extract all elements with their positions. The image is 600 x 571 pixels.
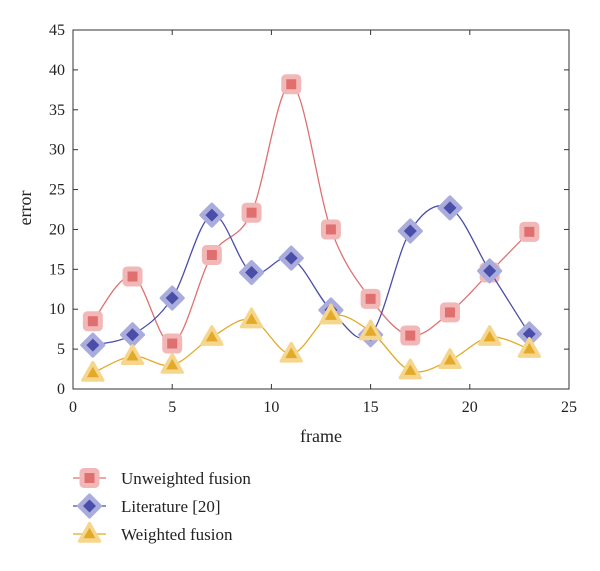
data-point [404, 364, 417, 375]
y-tick-label: 40 [49, 62, 65, 79]
data-point [443, 201, 457, 215]
data-point [365, 293, 376, 304]
plot-border [72, 29, 570, 390]
data-point [324, 309, 337, 320]
data-point [205, 330, 218, 342]
x-tick-label: 0 [69, 399, 77, 416]
data-point [522, 327, 536, 341]
data-point [165, 291, 179, 305]
data-point [285, 347, 298, 359]
data-point [403, 224, 417, 238]
legend-label: Unweighted fusion [121, 469, 251, 488]
y-axis-ticks: 0 5 10 15 20 25 30 35 40 45 [49, 22, 569, 398]
x-axis-title: frame [300, 426, 342, 446]
data-point [325, 224, 336, 235]
y-tick-label: 25 [49, 182, 65, 199]
legend-marker [83, 499, 96, 513]
x-tick-label: 25 [561, 399, 577, 416]
legend-marker [83, 527, 96, 539]
series-layer [80, 74, 542, 382]
data-point [87, 316, 98, 327]
y-tick-label: 20 [49, 221, 65, 238]
x-tick-label: 20 [462, 399, 478, 416]
data-point [205, 208, 219, 222]
series-1 [82, 74, 540, 354]
series-line [92, 83, 530, 345]
data-point [167, 338, 178, 349]
data-point [127, 271, 138, 282]
y-tick-label: 30 [49, 142, 65, 159]
data-point [166, 358, 179, 370]
legend-marker [84, 473, 95, 483]
data-point [246, 207, 257, 218]
series-3 [81, 303, 542, 382]
data-point [483, 264, 497, 278]
legend-label: Weighted fusion [121, 525, 233, 544]
data-point [483, 330, 496, 342]
plot-frame [72, 29, 570, 390]
data-point [86, 366, 99, 378]
series-line [92, 205, 530, 346]
data-point [126, 328, 140, 342]
data-point [245, 313, 258, 324]
y-tick-label: 45 [49, 22, 65, 39]
legend-item: Unweighted fusion [73, 468, 251, 488]
data-point [245, 266, 259, 280]
y-axis-title: error [15, 191, 35, 226]
y-tick-label: 10 [49, 301, 65, 318]
legend-label: Literature [20] [121, 497, 221, 516]
data-point [126, 350, 139, 361]
y-tick-label: 5 [57, 341, 65, 358]
y-tick-label: 15 [49, 261, 65, 278]
data-point [444, 307, 455, 318]
data-point [523, 342, 536, 354]
data-point [86, 338, 100, 352]
data-point [286, 79, 297, 90]
series-2 [80, 195, 542, 358]
x-axis-ticks: 0 5 10 15 20 25 [69, 30, 577, 416]
legend-item: Literature [20] [73, 493, 221, 519]
y-tick-label: 35 [49, 102, 65, 119]
y-tick-label: 0 [57, 381, 65, 398]
data-point [284, 251, 298, 265]
legend: Unweighted fusion Literature [20] Weighted… [73, 468, 251, 544]
data-point [405, 330, 416, 341]
legend-item: Weighted fusion [73, 521, 233, 544]
x-tick-label: 10 [263, 399, 279, 416]
series-line [92, 314, 530, 374]
data-point [206, 249, 217, 260]
x-tick-label: 15 [363, 399, 379, 416]
data-point [443, 354, 456, 365]
data-point [524, 226, 535, 237]
x-tick-label: 5 [168, 399, 176, 416]
data-point [364, 325, 377, 336]
